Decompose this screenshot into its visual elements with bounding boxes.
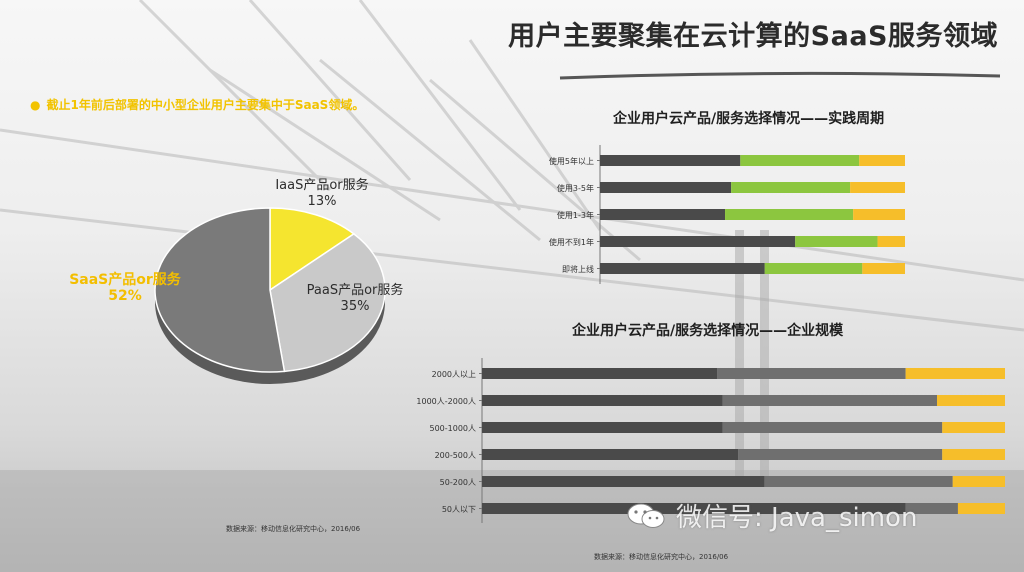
pie-chart — [154, 207, 386, 384]
wechat-icon — [627, 503, 665, 528]
bar-segment — [764, 476, 953, 487]
bar-segment — [600, 236, 796, 247]
bar-segment — [600, 182, 732, 193]
bar-segment — [722, 395, 938, 406]
watermark-text: 微信号: Java_simon — [676, 503, 918, 533]
bar-chart-scale: 2000人以上 1000人-2000人 500-1000人 200-500人 50-20… — [416, 358, 1005, 523]
category-label: 使用3-5年 — [557, 183, 594, 193]
pie-label-paas: PaaS产品or服务 35% — [290, 283, 420, 315]
pie-label-iaas-name: IaaS产品or服务 — [275, 178, 369, 193]
bar-segment — [862, 263, 905, 274]
chart-title-scale: 企业用户云产品/服务选择情况——企业规模 — [572, 323, 844, 339]
bar-segment — [738, 449, 943, 460]
bar-segment — [731, 182, 851, 193]
bar-segment — [600, 209, 726, 220]
category-label: 使用5年以上 — [549, 156, 594, 166]
bar-segment — [600, 263, 765, 274]
bar-segment — [853, 209, 905, 220]
pie-slice-iaas — [269, 207, 356, 292]
bar-segment — [937, 395, 1005, 406]
category-label: 50-200人 — [440, 478, 476, 487]
category-label: 200-500人 — [435, 451, 476, 460]
bar-segment — [795, 236, 878, 247]
bar-segment — [482, 395, 723, 406]
bar-segment — [877, 236, 905, 247]
bar-segment — [957, 503, 1005, 514]
pie-label-saas: SaaS产品or服务 52% — [50, 272, 200, 304]
pie-label-saas-pct: 52% — [108, 288, 142, 304]
bar-segment — [942, 449, 1005, 460]
pie-label-saas-name: SaaS产品or服务 — [69, 272, 181, 288]
bar-segment — [482, 449, 739, 460]
pie-slice-saas — [154, 207, 286, 373]
bar-segment — [482, 368, 718, 379]
bar-segment — [952, 476, 1005, 487]
bar-segment — [717, 368, 906, 379]
category-label: 使用不到1年 — [549, 237, 594, 247]
bar-segment — [482, 422, 723, 433]
bar-segment — [905, 503, 958, 514]
bar-segment — [725, 209, 854, 220]
source-note-right: 数据来源：移动信息化研究中心，2016/06 — [594, 553, 729, 561]
pie-label-iaas: IaaS产品or服务 13% — [262, 178, 382, 210]
pie-label-iaas-pct: 13% — [307, 194, 337, 209]
bar-segment — [600, 155, 741, 166]
category-label: 2000人以上 — [432, 370, 476, 379]
page-title: 用户主要聚集在云计算的SaaS服务领域 — [508, 21, 998, 52]
bar-segment — [859, 155, 905, 166]
category-label: 50人以下 — [442, 505, 476, 514]
pie-label-paas-pct: 35% — [340, 299, 370, 314]
source-note-left: 数据来源：移动信息化研究中心，2016/06 — [226, 525, 361, 533]
chart-title-cycle: 企业用户云产品/服务选择情况——实践周期 — [613, 111, 885, 127]
bar-segment — [942, 422, 1005, 433]
category-label: 500-1000人 — [429, 424, 476, 433]
subtitle-bullet: ● 截止1年前后部署的中小型企业用户主要集中于SaaS领域。 — [30, 96, 364, 113]
category-label: 即将上线 — [562, 264, 594, 274]
bar-segment — [764, 263, 863, 274]
bar-segment — [905, 368, 1005, 379]
bar-segment — [740, 155, 860, 166]
pie-label-paas-name: PaaS产品or服务 — [306, 283, 404, 298]
bar-segment — [482, 503, 906, 514]
subtitle-text: 截止1年前后部署的中小型企业用户主要集中于SaaS领域。 — [46, 98, 365, 112]
bullet-marker: ● — [30, 98, 41, 112]
category-label: 使用1-3年 — [557, 210, 594, 220]
pie-slice-paas — [269, 232, 386, 373]
bar-segment — [850, 182, 905, 193]
category-label: 1000人-2000人 — [416, 397, 476, 406]
bar-segment — [722, 422, 943, 433]
bar-segment — [482, 476, 765, 487]
watermark: 微信号: Java_simon — [626, 497, 917, 534]
